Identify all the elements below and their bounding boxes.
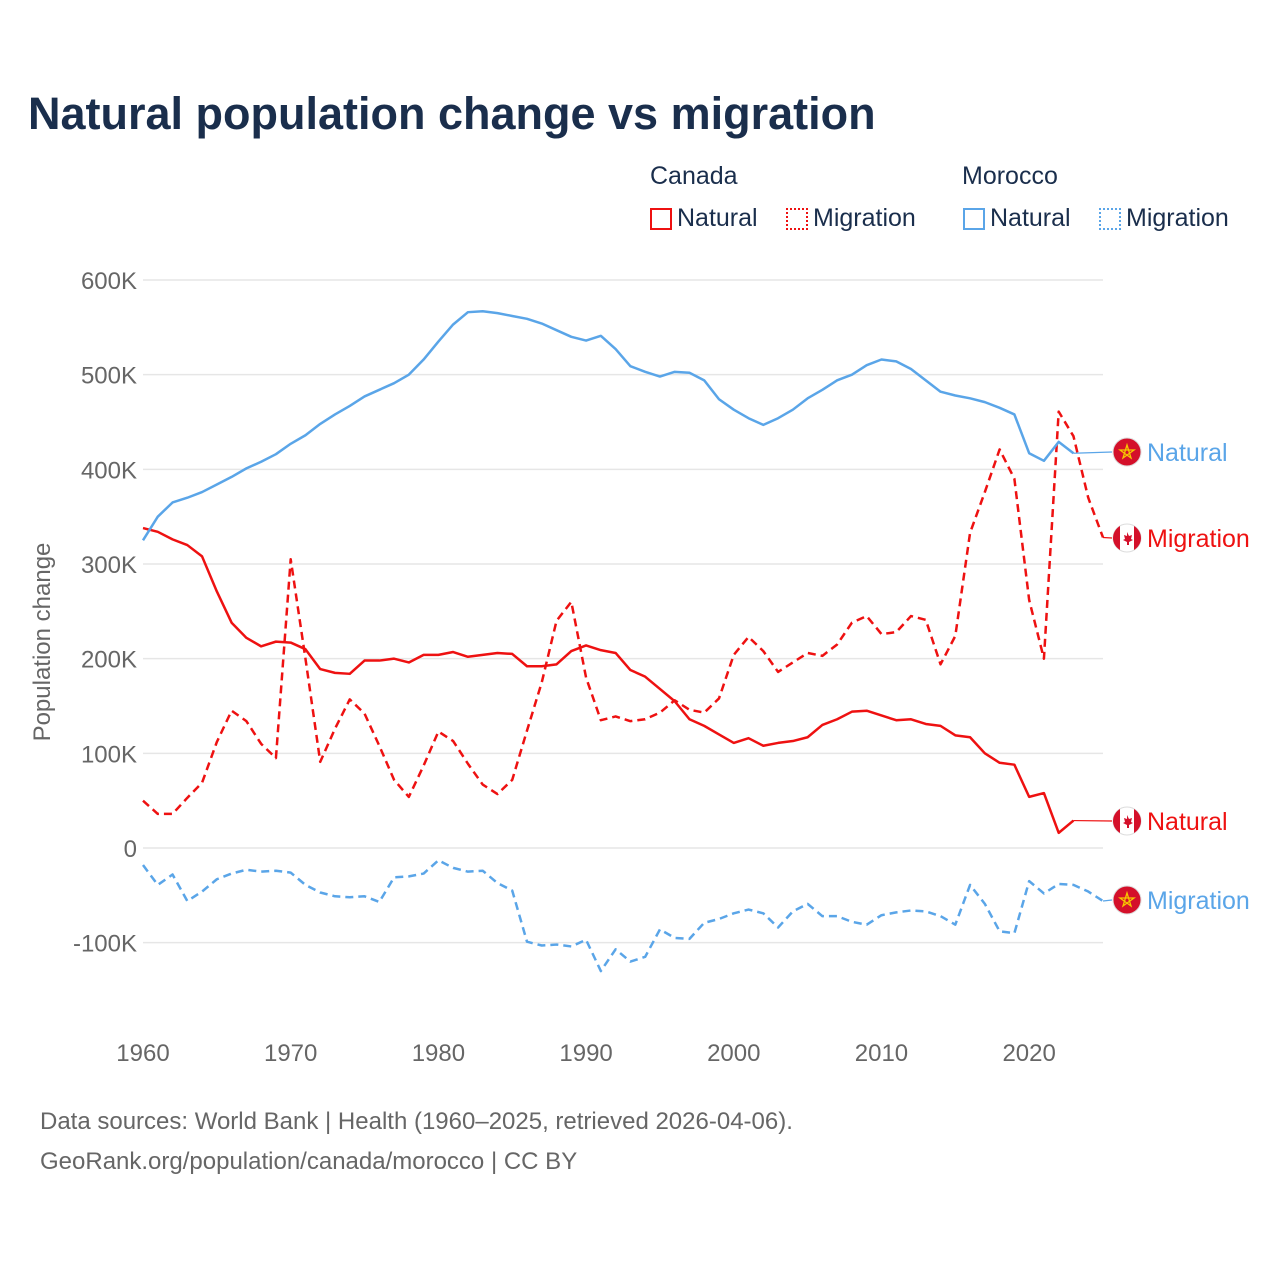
label-connector	[1102, 536, 1113, 539]
legend-swatch-dotted	[786, 207, 808, 230]
legend-item-morocco-migration[interactable]: Migration	[1099, 204, 1229, 233]
y-tick-label: 400K	[81, 457, 137, 484]
legend-group-morocco: Morocco	[962, 162, 1058, 190]
series-end-label: Migration	[1147, 525, 1250, 553]
flag-band	[1134, 809, 1141, 833]
star-icon	[1118, 890, 1136, 908]
flag-band	[1113, 809, 1120, 833]
label-connector	[1102, 899, 1113, 902]
canada-flag-icon	[1112, 523, 1142, 553]
x-tick-label: 2000	[707, 1040, 760, 1067]
legend-swatch-solid	[963, 207, 985, 230]
series-end-label: Natural	[1147, 439, 1228, 467]
x-tick-label: 1990	[559, 1040, 612, 1067]
y-tick-label: 300K	[81, 552, 137, 579]
y-axis-label: Population change	[29, 543, 56, 742]
morocco-flag-icon	[1112, 885, 1142, 915]
y-tick-label: 600K	[81, 268, 137, 295]
legend-label: Migration	[813, 204, 916, 232]
legend-swatch-dotted	[1099, 207, 1121, 230]
legend-label: Natural	[990, 204, 1071, 232]
canada-flag-icon	[1112, 806, 1142, 836]
x-tick-label: 1980	[412, 1040, 465, 1067]
flag-band	[1134, 526, 1141, 550]
legend-label: Migration	[1126, 204, 1229, 232]
maple-leaf-icon	[1123, 815, 1133, 828]
legend-item-morocco-natural[interactable]: Natural	[963, 204, 1071, 233]
legend-item-canada-migration[interactable]: Migration	[786, 204, 916, 233]
flag-band	[1113, 526, 1120, 550]
source-line-1: Data sources: World Bank | Health (1960–…	[40, 1108, 793, 1135]
flag-circle	[1112, 885, 1142, 915]
legend-group-canada: Canada	[650, 162, 738, 190]
y-tick-label: 100K	[81, 741, 137, 768]
y-tick-label: 500K	[81, 363, 137, 390]
y-tick-label: -100K	[73, 931, 137, 958]
y-tick-label: 0	[124, 836, 137, 863]
star-icon	[1118, 442, 1136, 460]
source-line-2[interactable]: GeoRank.org/population/canada/morocco | …	[40, 1148, 578, 1175]
chart-title: Natural population change vs migration	[28, 88, 876, 139]
x-tick-label: 1960	[116, 1040, 169, 1067]
x-tick-label: 1970	[264, 1040, 317, 1067]
x-tick-label: 2010	[855, 1040, 908, 1067]
morocco-flag-icon	[1112, 437, 1142, 467]
legend-swatch-solid	[650, 207, 672, 230]
series-line-morocco-natural	[141, 309, 1075, 541]
series-end-label: Migration	[1147, 887, 1250, 915]
maple-leaf-icon	[1123, 532, 1133, 545]
series-end-label: Natural	[1147, 808, 1228, 836]
y-tick-label: 200K	[81, 647, 137, 674]
series-line-morocco-migration	[141, 859, 1104, 973]
series-line-canada-natural	[142, 526, 1075, 835]
label-connector	[1073, 451, 1113, 454]
x-tick-label: 2020	[1002, 1040, 1055, 1067]
legend-item-canada-natural[interactable]: Natural	[650, 204, 758, 233]
flag-circle	[1112, 437, 1142, 467]
legend-label: Natural	[677, 204, 758, 232]
